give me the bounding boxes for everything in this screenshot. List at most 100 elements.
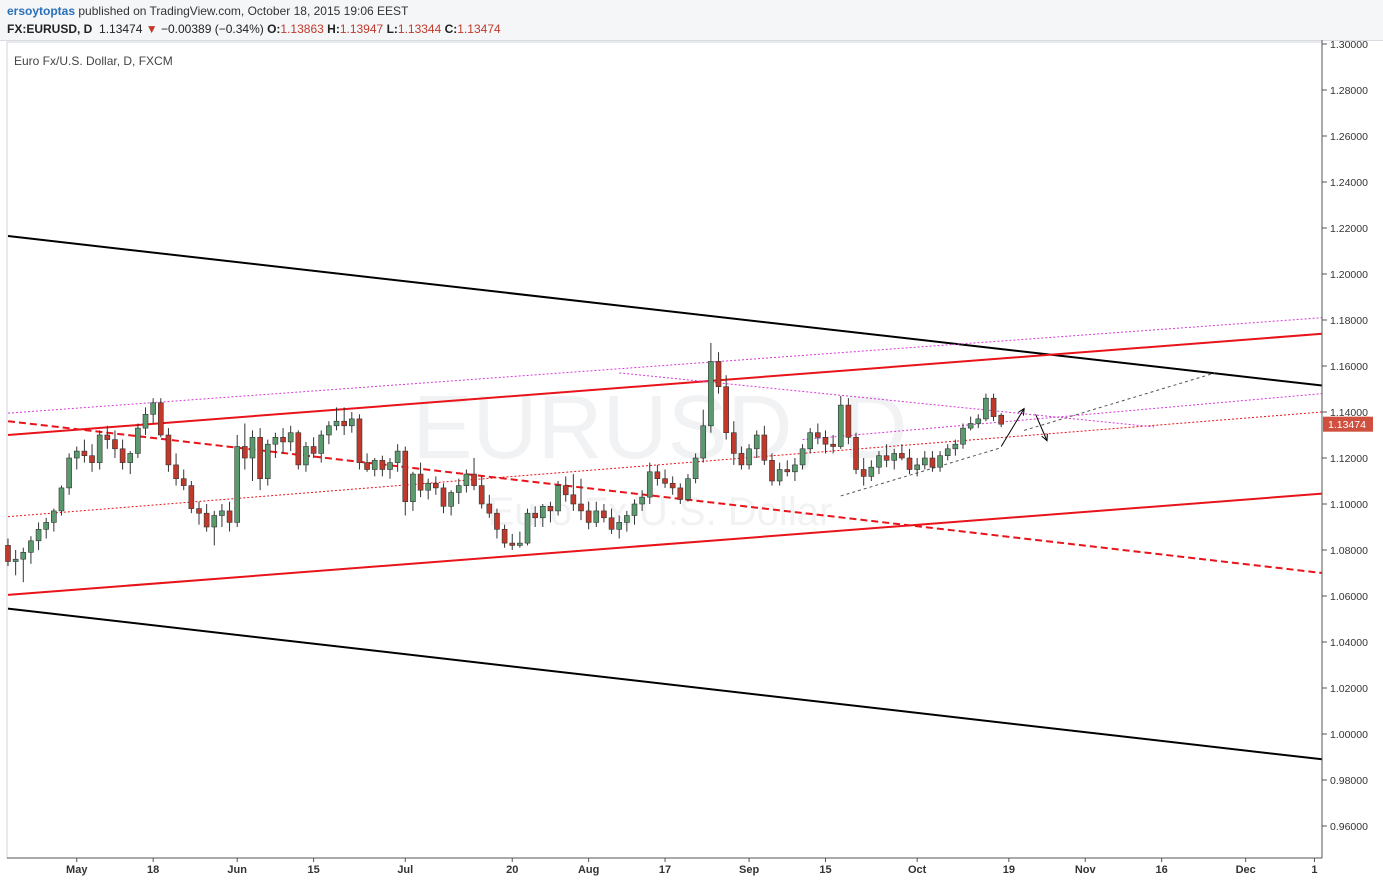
time-axis[interactable]: May 18 Jun 15 Jul 20 Aug 17 Sep 15 Oct 19 Nov 16 Dec 1 — [7, 857, 1322, 876]
plot-area[interactable] — [6, 41, 1323, 859]
candle-body — [387, 462, 393, 470]
time-tick-label: 1 — [1311, 864, 1317, 876]
price-axis[interactable]: 1.30000 1.28000 1.26000 1.24000 1.22000 1.200… — [1321, 39, 1368, 858]
candle-body — [66, 457, 72, 489]
time-tick-label: Sep — [739, 864, 759, 876]
close-label: C: — [444, 22, 458, 36]
candle-body — [188, 485, 195, 509]
candle-body — [203, 512, 210, 528]
candle-body — [471, 473, 477, 486]
candle-body — [295, 432, 302, 466]
author-link[interactable]: ersoytoptas — [7, 4, 76, 18]
candle-body — [769, 459, 775, 482]
candle-body — [51, 510, 57, 523]
candle-body — [899, 453, 905, 459]
candle-body — [89, 455, 95, 463]
header-bar: ersoytoptas published on TradingView.com… — [0, 0, 1383, 41]
candle-body — [738, 453, 745, 466]
price-tick-label: 1.00000 — [1330, 729, 1368, 741]
candle-body — [501, 528, 508, 544]
candle-body — [280, 436, 286, 443]
candle-body — [173, 464, 179, 479]
candle-body — [983, 397, 989, 420]
time-tick-label: Jun — [227, 864, 247, 876]
candle-body — [410, 473, 416, 503]
candle-body — [585, 510, 592, 523]
price-tick-label: 1.22000 — [1330, 223, 1368, 235]
candle-body — [654, 471, 661, 479]
candle-body — [28, 540, 34, 553]
price-tick-label: 1.12000 — [1330, 453, 1368, 465]
last-price-tag — [1323, 416, 1373, 432]
candle-body — [646, 471, 653, 498]
price-tick-label: 1.14000 — [1330, 407, 1368, 419]
candle-body — [127, 453, 134, 463]
candle-body — [746, 448, 752, 466]
candle-body — [715, 361, 722, 387]
candle-body — [402, 450, 409, 503]
candle-body — [761, 434, 768, 461]
candle-body — [853, 436, 859, 470]
time-tick-label: 17 — [659, 864, 671, 876]
candle-body — [868, 466, 875, 477]
price-tick-label: 1.30000 — [1330, 39, 1368, 51]
candle-body — [952, 443, 959, 450]
arrow-down-head — [1041, 433, 1048, 442]
last-price: 1.13474 — [99, 22, 143, 36]
low-value: 1.13344 — [397, 22, 442, 36]
candle-body — [845, 404, 852, 438]
candle-body — [555, 485, 561, 512]
price-tick-label: 1.18000 — [1330, 315, 1368, 327]
candle-body — [944, 448, 951, 456]
candle-body — [433, 482, 439, 489]
candle-body — [929, 457, 936, 468]
candle-body — [921, 457, 928, 466]
candle-body — [547, 505, 554, 512]
candle-body — [891, 453, 898, 461]
candle-body — [5, 545, 11, 562]
candle-body — [119, 448, 126, 463]
price-tick-label: 1.28000 — [1330, 85, 1368, 97]
candle-body — [730, 432, 737, 454]
candle-body — [348, 418, 355, 427]
trendline-gray-support — [840, 447, 1002, 497]
candle-body — [234, 446, 240, 523]
candle-body — [73, 450, 80, 459]
candle-body — [219, 510, 225, 516]
candle-body — [532, 512, 538, 519]
candle-body — [509, 542, 516, 546]
drawing-lines — [7, 235, 1323, 761]
trendline-magenta-top — [7, 317, 1323, 414]
candle-body — [310, 446, 317, 454]
last-price-label: 1.13474 — [1328, 419, 1366, 431]
candle-body — [608, 517, 615, 530]
time-tick-label: Oct — [908, 864, 927, 876]
chart-title: Euro Fx/U.S. Dollar, D, FXCM — [14, 54, 173, 68]
candle-body — [112, 439, 118, 450]
candle-body — [960, 427, 966, 445]
candle-body — [753, 434, 760, 450]
candle-body — [807, 432, 814, 450]
price-tick-label: 1.26000 — [1330, 131, 1368, 143]
price-tick-label: 1.20000 — [1330, 269, 1368, 281]
last-price-marker: 1.13474 — [1323, 416, 1373, 432]
time-tick-label: 18 — [147, 864, 159, 876]
candle-body — [799, 448, 806, 466]
candle-body — [326, 425, 332, 436]
price-tick-label: 1.10000 — [1330, 499, 1368, 511]
drawing-arrows — [1000, 407, 1048, 447]
candle-body — [379, 459, 386, 470]
candle-body — [524, 512, 531, 544]
high-value: 1.13947 — [339, 22, 384, 36]
candles — [5, 343, 1005, 583]
trendline-channel-upper — [7, 235, 1323, 387]
price-tick-label: 1.24000 — [1330, 177, 1368, 189]
candle-body — [723, 386, 729, 434]
candle-body — [494, 512, 500, 530]
published-text: published on TradingView.com, October 18… — [78, 4, 409, 18]
candle-body — [371, 459, 378, 470]
watermark-name: Euro Fx/U.S. Dollar — [488, 490, 833, 534]
candle-body — [784, 469, 791, 473]
candle-body — [318, 434, 325, 454]
